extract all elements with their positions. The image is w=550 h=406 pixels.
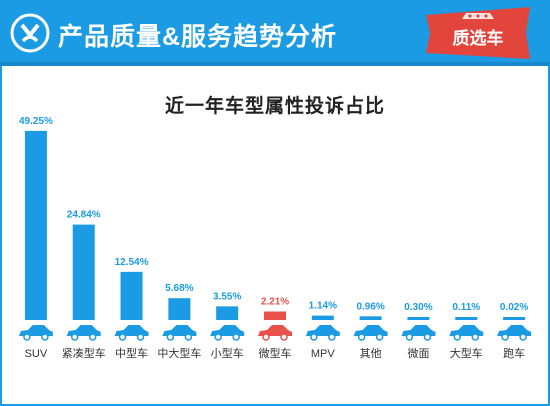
category-label: 紧凑型车	[62, 346, 106, 360]
car-wheel-icon	[453, 333, 462, 341]
car-wheel-icon	[423, 333, 432, 341]
car-wheel-icon	[118, 333, 127, 341]
car-wheel-icon	[405, 333, 414, 341]
car-wheel-icon	[70, 333, 79, 341]
car-icon-2	[114, 325, 149, 336]
category-label: 跑车	[503, 346, 525, 360]
car-wheel-icon	[501, 333, 509, 341]
data-label: 24.84%	[67, 210, 101, 221]
bar	[359, 316, 382, 320]
bar	[264, 311, 286, 320]
bar	[168, 298, 191, 320]
car-icon-6	[305, 325, 340, 336]
bar-group-2: 12.54% 中型车	[114, 257, 149, 360]
car-wheel-icon	[232, 333, 240, 341]
data-label: 0.02%	[500, 302, 528, 313]
car-wheel-icon	[471, 333, 480, 341]
car-icon-4	[210, 325, 245, 336]
data-label: 0.96%	[356, 301, 384, 312]
frame-border-bottom	[0, 404, 550, 406]
frame-border-left	[0, 66, 2, 406]
car-icon-7	[353, 325, 388, 336]
category-label: 中大型车	[157, 346, 201, 360]
page-title: 产品质量&服务趋势分析	[58, 23, 338, 51]
category-label: 其他	[360, 347, 382, 360]
category-label: 微型车	[259, 346, 292, 360]
data-label: 0.30%	[404, 302, 432, 313]
bar-group-10: 0.02% 跑车	[497, 302, 532, 360]
category-label: SUV	[25, 348, 48, 360]
bar	[24, 130, 47, 320]
bar-group-7: 0.96% 其他	[353, 301, 388, 360]
frame-border-right	[548, 66, 550, 406]
bar	[455, 317, 478, 320]
car-wheel-icon	[88, 333, 97, 341]
bar-group-5: 2.21% 微型车	[258, 297, 292, 360]
badge-label: 质选车	[452, 29, 504, 48]
data-label: 12.54%	[115, 257, 149, 268]
bar-group-4: 3.55% 小型车	[210, 291, 245, 360]
data-label: 3.55%	[213, 291, 241, 302]
category-label: 大型车	[450, 346, 483, 360]
category-label: 小型车	[211, 346, 244, 360]
car-wheel-icon	[166, 333, 175, 341]
car-icon-5	[258, 325, 292, 336]
category-label: 微面	[407, 346, 429, 360]
bar	[216, 306, 239, 320]
bar	[120, 271, 143, 320]
car-wheel-icon	[214, 333, 222, 341]
data-label: 5.68%	[165, 283, 193, 294]
bar-group-8: 0.30% 微面	[401, 302, 436, 360]
car-wheel-icon	[310, 333, 318, 341]
car-wheel-icon	[328, 333, 336, 341]
car-wheel-icon	[184, 333, 193, 341]
data-label: 49.25%	[19, 116, 53, 127]
car-wheel-icon	[375, 333, 384, 341]
quality-badge	[426, 7, 530, 59]
car-icon-3	[162, 325, 197, 336]
bar	[311, 315, 334, 320]
category-label: MPV	[311, 348, 336, 360]
bar	[407, 317, 430, 320]
car-icon-0	[18, 325, 53, 336]
category-label: 中型车	[115, 346, 148, 360]
car-icon-8	[401, 325, 436, 336]
car-wheel-icon	[23, 333, 31, 341]
car-wheel-icon	[41, 333, 49, 341]
header-divider	[0, 62, 550, 66]
car-wheel-icon	[280, 333, 288, 341]
data-label: 1.14%	[309, 301, 337, 312]
bar-group-0: 49.25% SUV	[18, 116, 53, 360]
bar-group-1: 24.84% 紧凑型车	[62, 210, 106, 360]
car-icon-1	[66, 325, 101, 336]
chart-title: 近一年车型属性投诉占比	[164, 96, 385, 117]
car-icon-10	[497, 325, 532, 336]
bar-group-6: 1.14% MPV	[305, 301, 340, 360]
bar-group-9: 0.11% 大型车	[449, 302, 484, 360]
car-wheel-icon	[136, 333, 145, 341]
car-wheel-icon	[519, 333, 527, 341]
car-icon-9	[449, 325, 484, 336]
car-wheel-icon	[357, 333, 366, 341]
bar	[503, 317, 526, 320]
bar	[72, 224, 95, 320]
brand-logo-icon	[10, 13, 50, 53]
data-label: 0.11%	[452, 302, 480, 313]
bar-group-3: 5.68% 中大型车	[157, 283, 201, 360]
data-label: 2.21%	[261, 297, 289, 308]
car-wheel-icon	[262, 333, 270, 341]
